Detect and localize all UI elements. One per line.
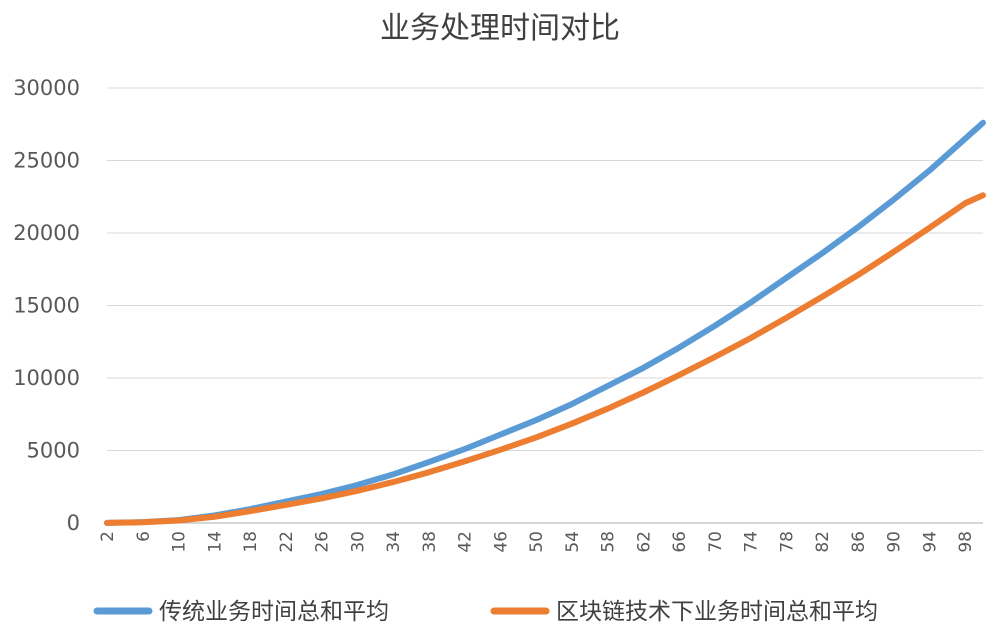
x-tick-label: 94 [920, 531, 940, 553]
x-tick-label: 66 [670, 531, 690, 553]
x-tick-label: 58 [599, 531, 619, 553]
x-tick-label: 50 [527, 531, 547, 553]
x-tick-label: 74 [742, 531, 762, 553]
x-tick-label: 86 [849, 531, 869, 553]
x-tick-label: 14 [205, 531, 225, 553]
x-tick-label: 46 [491, 531, 511, 553]
legend[interactable]: 传统业务时间总和平均 区块链技术下业务时间总和平均 [93, 599, 878, 625]
x-tick-label: 62 [634, 531, 654, 553]
x-tick-label: 78 [777, 531, 797, 553]
series-line-1 [104, 192, 986, 526]
x-tick-label: 54 [563, 531, 583, 553]
x-tick-label: 34 [384, 531, 404, 553]
y-tick-label: 5000 [27, 439, 80, 463]
chart-title: 业务处理时间对比 [380, 11, 620, 46]
series [104, 119, 986, 526]
y-axis-ticks: 0 5000 10000 15000 20000 25000 30000 [13, 76, 80, 535]
x-tick-label: 26 [313, 531, 333, 553]
y-tick-label: 10000 [13, 366, 80, 390]
x-tick-label: 70 [706, 531, 726, 553]
x-tick-label: 98 [956, 531, 976, 553]
x-tick-label: 90 [885, 531, 905, 553]
y-tick-label: 20000 [13, 221, 80, 245]
x-tick-label: 42 [456, 531, 476, 553]
x-tick-label: 38 [420, 531, 440, 553]
x-tick-label: 2 [98, 531, 118, 542]
x-tick-label: 10 [170, 531, 190, 553]
legend-item-1[interactable]: 区块链技术下业务时间总和平均 [490, 599, 878, 625]
x-tick-label: 82 [813, 531, 833, 553]
legend-label: 传统业务时间总和平均 [159, 599, 389, 625]
legend-item-0[interactable]: 传统业务时间总和平均 [93, 599, 389, 625]
x-tick-label: 30 [348, 531, 368, 553]
legend-label: 区块链技术下业务时间总和平均 [556, 599, 878, 625]
x-tick-label: 22 [277, 531, 297, 553]
y-tick-label: 25000 [13, 149, 80, 173]
x-tick-label: 18 [241, 531, 261, 553]
x-tick-label: 6 [134, 531, 154, 542]
x-axis-ticks: 2 6 10 14 18 22 26 30 34 38 42 46 50 54 58 62 66 70 74 78 82… [98, 531, 976, 553]
y-tick-label: 15000 [13, 294, 80, 318]
y-tick-label: 30000 [13, 76, 80, 100]
series-line-0 [104, 119, 986, 526]
grid [107, 87, 983, 451]
y-tick-label: 0 [67, 511, 80, 535]
